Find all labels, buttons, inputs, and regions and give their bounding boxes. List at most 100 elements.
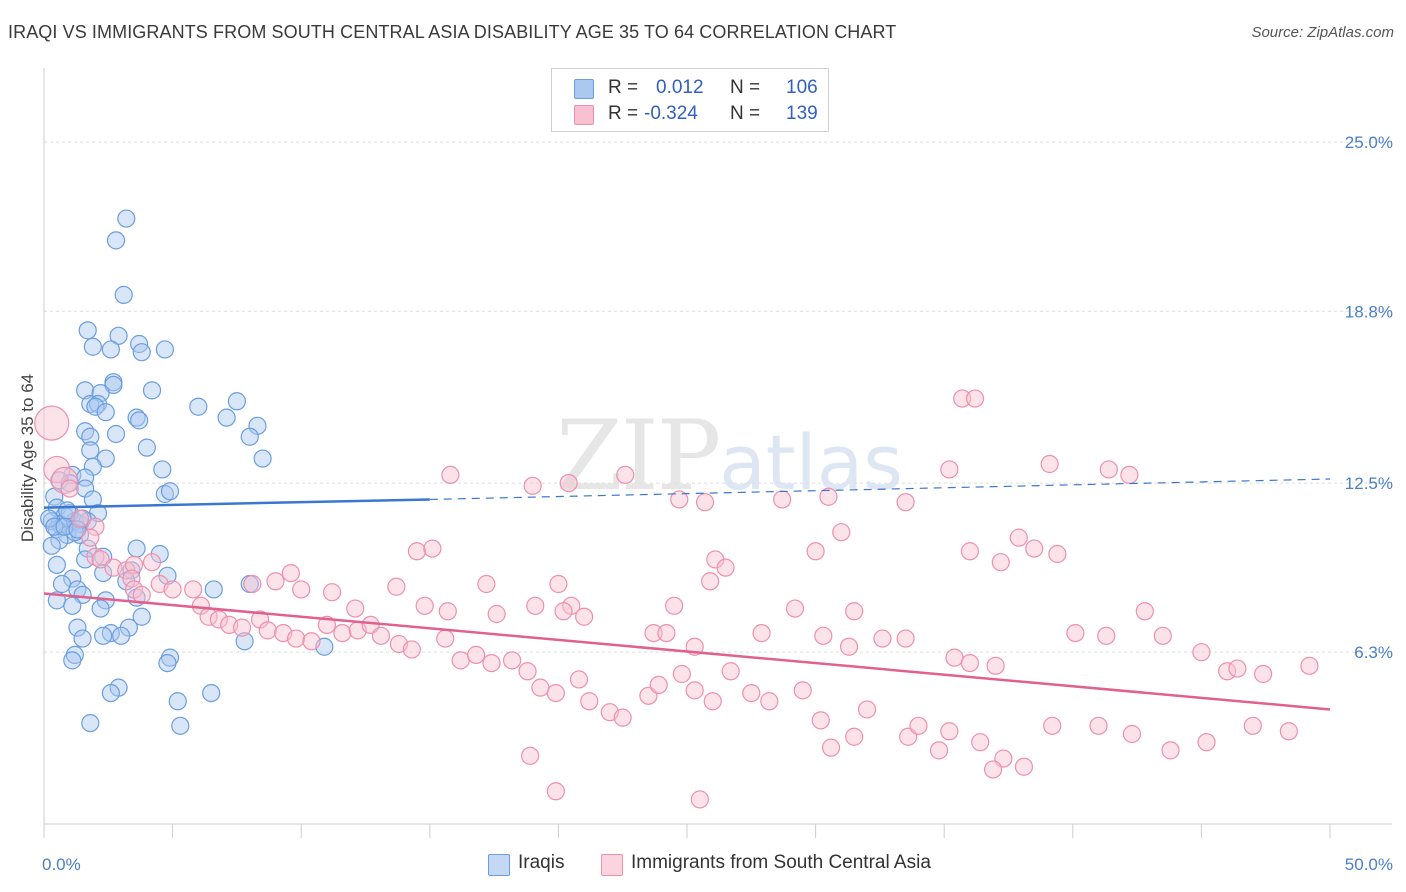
iraqis-point (94, 563, 113, 583)
immigrants-point (649, 675, 668, 695)
immigrants-point (546, 683, 565, 703)
immigrants-point (122, 569, 141, 588)
immigrants-point (487, 604, 506, 624)
iraqis-point (47, 555, 66, 575)
immigrants-point (302, 632, 321, 651)
immigrants-point (266, 572, 285, 591)
immigrants-point (716, 558, 735, 577)
immigrants-point (559, 473, 578, 493)
bottom-legend-swatch-immigrants (601, 854, 623, 876)
iraqis-point (155, 484, 174, 504)
immigrants-point (232, 618, 252, 637)
legend-n-label: N = (730, 77, 761, 98)
immigrants-point (929, 741, 949, 760)
iraqis-point (63, 651, 82, 670)
stats-legend: R = 0.012 N = 106 R = -0.324 N = 139 (551, 68, 829, 132)
iraqis-point (189, 397, 208, 416)
immigrants-point (986, 656, 1005, 675)
immigrants-point (1043, 716, 1062, 735)
immigrants-point (1197, 733, 1216, 752)
legend-r-value: -0.324 (644, 103, 698, 124)
iraqis-point (168, 692, 187, 711)
immigrants-point (346, 599, 365, 618)
immigrants-point (34, 405, 70, 441)
data-points (34, 209, 1319, 809)
immigrants-point (86, 547, 105, 566)
iraqis-point (171, 716, 190, 735)
immigrants-point (1243, 716, 1262, 735)
immigrants-point (1254, 664, 1273, 684)
immigrants-point (333, 623, 352, 643)
watermark: ZIPatlas (556, 400, 903, 512)
iraqis-point (42, 536, 61, 555)
iraqis-point (81, 427, 100, 446)
immigrants-point (721, 662, 740, 681)
iraqis-point (132, 343, 151, 362)
iraqis-point (104, 375, 123, 395)
immigrants-point (793, 681, 812, 700)
iraqis-point (235, 632, 254, 651)
immigrants-point (971, 733, 990, 752)
axis-labels: 6.3% 12.5% 18.8% 25.0% 0.0% 50.0% Disability A… (18, 133, 1393, 874)
immigrants-point (695, 493, 715, 512)
immigrants-point (436, 629, 455, 648)
immigrants-point (1120, 465, 1139, 485)
iraqis-point (101, 340, 120, 359)
iraqis-point (63, 569, 82, 588)
iraqis-point (109, 326, 128, 345)
immigrants-point (670, 490, 689, 509)
immigrants-point (832, 523, 851, 542)
immigrants-point (1300, 656, 1319, 675)
immigrants-point (940, 460, 959, 479)
immigrants-point (701, 572, 720, 591)
y-axis-label: Disability Age 35 to 64 (18, 374, 37, 542)
y-tick-label: 25.0% (1345, 133, 1393, 152)
immigrants-point (1048, 544, 1067, 564)
immigrants-point (477, 574, 496, 594)
iraqis-point (217, 408, 236, 427)
immigrants-point (665, 596, 684, 615)
immigrants-point (518, 662, 537, 681)
immigrants-point (575, 607, 594, 626)
iraqis-point (81, 441, 100, 460)
iraqis-point (96, 449, 115, 468)
immigrants-point (503, 651, 522, 670)
immigrants-point (742, 683, 761, 703)
immigrants-point (1135, 602, 1154, 621)
immigrants-point (569, 670, 589, 689)
bottom-legend-swatch-iraqis (488, 854, 510, 876)
legend-r-label: R = (608, 77, 639, 98)
immigrants-point (873, 629, 892, 648)
immigrants-point (839, 637, 859, 656)
immigrants-point (965, 389, 985, 408)
immigrants-point (991, 553, 1010, 572)
immigrants-point (845, 602, 864, 621)
immigrants-point (184, 580, 203, 599)
iraqis-point (73, 629, 92, 648)
immigrants-point (960, 653, 980, 673)
immigrants-point (482, 653, 501, 673)
immigrants-point (983, 760, 1003, 779)
iraqis-point (158, 653, 177, 673)
iraqis-point (68, 580, 87, 599)
legend-n-value: 139 (786, 103, 818, 124)
immigrants-point (243, 574, 262, 594)
immigrants-point (407, 542, 427, 561)
immigrants-point (124, 555, 144, 575)
bottom-legend-label-immigrants: Immigrants from South Central Asia (631, 852, 931, 873)
immigrants-point (258, 621, 277, 640)
iraqis-point (106, 231, 126, 250)
iraqis-point (202, 683, 221, 703)
immigrants-point (554, 602, 573, 621)
legend-swatch-iraqis (574, 79, 594, 99)
immigrants-point (163, 580, 182, 599)
iraqis-point (81, 394, 100, 414)
iraqis-point (155, 340, 174, 359)
iraqis-point (160, 482, 180, 501)
immigrants-point (896, 629, 915, 648)
iraqis-point (68, 520, 87, 539)
legend-n-label: N = (730, 103, 761, 124)
immigrants-point (402, 640, 421, 659)
immigrants-point (531, 678, 550, 697)
